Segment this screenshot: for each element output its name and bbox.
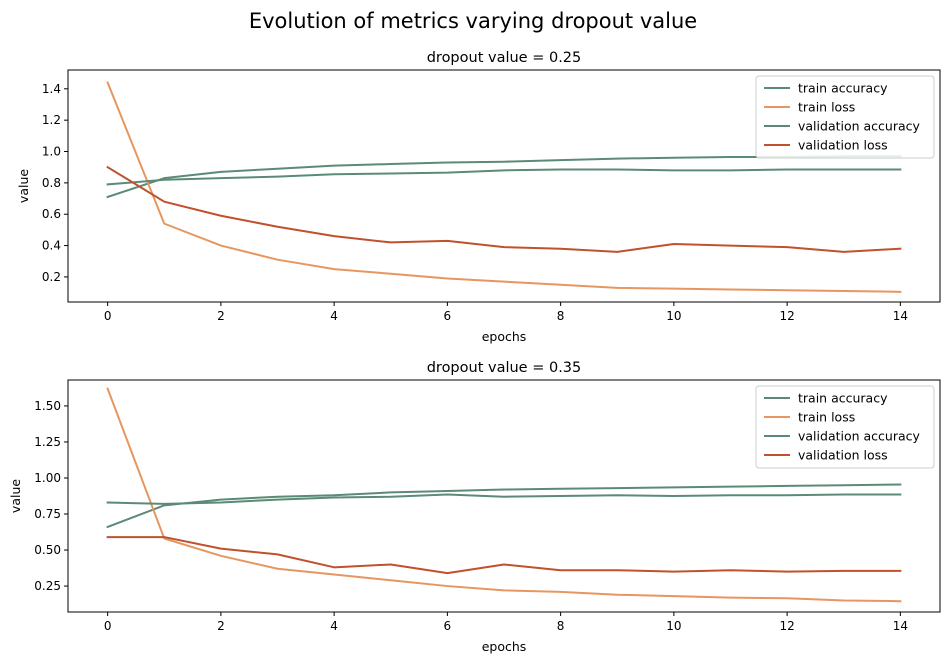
figure-title: Evolution of metrics varying dropout val… xyxy=(249,9,697,33)
x-tick-label: 8 xyxy=(557,619,565,633)
legend-entry: validation loss xyxy=(798,448,888,463)
legend-box xyxy=(755,75,935,159)
y-tick-label: 0.8 xyxy=(42,176,61,190)
legend-entry: train accuracy xyxy=(798,81,888,96)
x-tick-label: 0 xyxy=(104,619,112,633)
x-tick-label: 4 xyxy=(330,309,338,323)
y-tick-label: 1.4 xyxy=(42,82,61,96)
x-tick-label: 6 xyxy=(444,309,452,323)
y-axis-label: value xyxy=(8,479,23,513)
legend-box xyxy=(755,385,935,469)
axes-frame xyxy=(67,379,941,613)
y-tick-label: 1.2 xyxy=(42,113,61,127)
axes-frame xyxy=(67,69,941,303)
y-tick-label: 1.25 xyxy=(34,435,61,449)
y-tick-label: 1.0 xyxy=(42,145,61,159)
x-tick-label: 10 xyxy=(666,309,681,323)
x-tick-label: 14 xyxy=(893,619,908,633)
legend: train accuracy train loss validation accur… xyxy=(755,75,935,159)
y-tick-label: 0.75 xyxy=(34,507,61,521)
x-axis-label: epochs xyxy=(482,639,527,654)
y-tick-label: 0.50 xyxy=(34,543,61,557)
x-tick-label: 2 xyxy=(217,619,225,633)
subplot-title: dropout value = 0.35 xyxy=(427,360,582,376)
x-tick-label: 12 xyxy=(779,309,794,323)
subplot-dropout-0-35: dropout value = 0.35 0 2 4 6 8 10 12 14 0.25 0.50 0… xyxy=(8,360,941,654)
y-axis-label: value xyxy=(16,169,31,203)
series-line-validation-loss xyxy=(106,536,902,575)
y-tick-label: 1.50 xyxy=(34,399,61,413)
subplot-title: dropout value = 0.25 xyxy=(427,50,582,66)
series-line-train-loss xyxy=(106,81,902,293)
y-tick-label: 0.6 xyxy=(42,207,61,221)
series-line-validation-accuracy xyxy=(106,168,902,186)
x-tick-label: 6 xyxy=(444,619,452,633)
series-line-validation-loss xyxy=(106,165,902,253)
series-line-train-accuracy xyxy=(106,155,902,199)
y-tick-label: 0.4 xyxy=(42,239,61,253)
legend: train accuracy train loss validation accur… xyxy=(755,385,935,469)
x-tick-label: 4 xyxy=(330,619,338,633)
y-tick-label: 1.00 xyxy=(34,471,61,485)
series-line-train-accuracy xyxy=(106,483,902,529)
y-tick-label: 0.2 xyxy=(42,270,61,284)
legend-entry: validation loss xyxy=(798,138,888,153)
series-line-train-loss xyxy=(106,387,902,603)
legend-entry: validation accuracy xyxy=(798,119,921,134)
legend-entry: train loss xyxy=(798,410,855,425)
x-tick-label: 10 xyxy=(666,619,681,633)
legend-entry: train loss xyxy=(798,100,855,115)
legend-entry: train accuracy xyxy=(798,391,888,406)
subplot-dropout-0-25: dropout value = 0.25 0 2 4 6 8 10 12 14 0.2 0.4 0.6… xyxy=(16,50,941,344)
x-tick-label: 12 xyxy=(779,619,794,633)
y-tick-label: 0.25 xyxy=(34,579,61,593)
legend-entry: validation accuracy xyxy=(798,429,921,444)
series-line-validation-accuracy xyxy=(106,493,902,505)
x-tick-label: 0 xyxy=(104,309,112,323)
x-tick-label: 8 xyxy=(557,309,565,323)
x-tick-label: 2 xyxy=(217,309,225,323)
x-tick-label: 14 xyxy=(893,309,908,323)
x-axis-label: epochs xyxy=(482,329,527,344)
